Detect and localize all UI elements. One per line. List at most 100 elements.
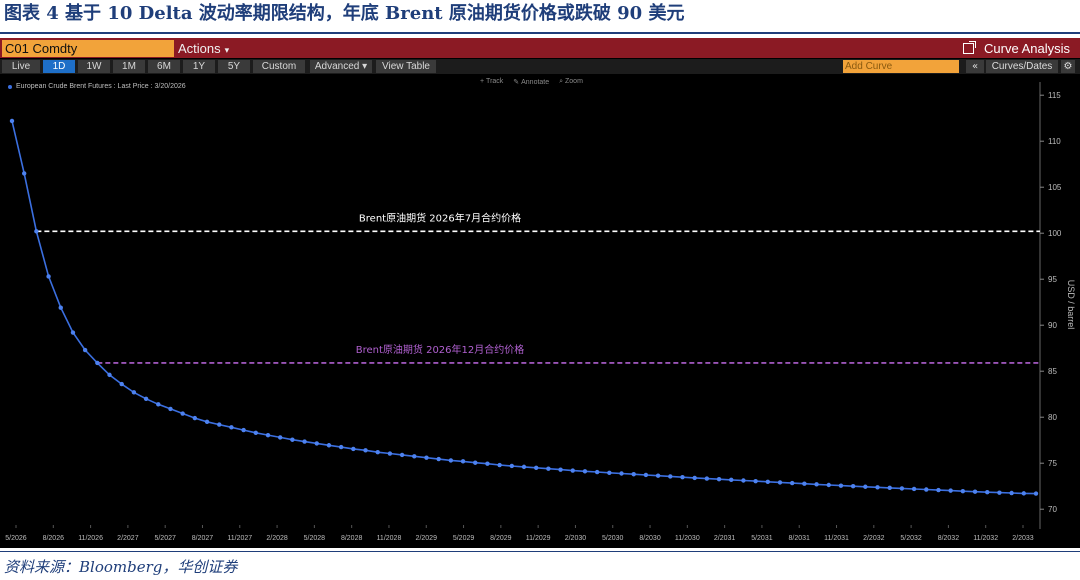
curve-point (826, 482, 831, 488)
curve-point (180, 411, 185, 416)
legend-label: European Crude Brent Futures : Last Pric… (16, 83, 186, 90)
curve-point (850, 484, 856, 489)
curve-point (95, 360, 100, 366)
curve-point (985, 489, 990, 495)
curve-point (521, 464, 527, 470)
x-tick-label: 8/2027 (192, 535, 214, 542)
curve-point (34, 229, 39, 234)
x-tick-label: 8/2028 (341, 535, 363, 542)
x-tick-label: 11/2028 (377, 535, 402, 542)
chevron-down-icon: ▾ (224, 45, 230, 55)
actions-label: Actions (178, 41, 221, 56)
advanced-menu[interactable]: Advanced ▾ (310, 60, 372, 73)
curve-point (290, 437, 295, 442)
tab-live[interactable]: Live (2, 60, 40, 73)
curve-point (326, 443, 332, 448)
curve-point (143, 396, 149, 401)
y-tick-label: 75 (1048, 459, 1057, 468)
curve-point (119, 381, 124, 387)
x-tick-label: 11/2030 (675, 535, 700, 542)
curve-point (716, 477, 722, 482)
curve-point (960, 488, 966, 494)
curve-point (107, 372, 112, 378)
range-tabs: Live 1D 1W 1M 6M 1Y 5Y Custom Advanced ▾… (0, 59, 1080, 74)
curve-point (338, 444, 344, 450)
x-tick-label: 2/2027 (117, 535, 139, 542)
curve-point (70, 330, 76, 335)
x-tick-label: 11/2031 (824, 535, 849, 542)
curve-point (570, 468, 575, 473)
export-icon[interactable] (963, 41, 977, 54)
x-tick-label: 11/2032 (973, 535, 998, 542)
curve-point (1009, 490, 1014, 496)
curve-point (777, 480, 783, 485)
curve-point (436, 456, 441, 462)
curve-point (704, 476, 710, 481)
curve-point (168, 406, 173, 412)
curve-point (277, 435, 283, 440)
legend-marker (8, 84, 12, 89)
view-table-button[interactable]: View Table (376, 60, 436, 73)
curve-analysis-title: Curve Analysis (963, 40, 1070, 57)
x-tick-label: 2/2029 (416, 535, 438, 542)
futures-curve-chart[interactable]: 70 75 80 85 90 95 100 105 110 115 USD / barrel 5/20… (0, 38, 1080, 548)
x-tick-label: 2/2030 (565, 535, 587, 542)
actions-menu[interactable]: Actions ▾ (178, 40, 229, 57)
curve-point (82, 347, 88, 353)
add-curve-input[interactable]: Add Curve (843, 60, 959, 73)
curve-point (814, 482, 819, 487)
curve-point (448, 458, 454, 463)
curve-point (997, 490, 1002, 495)
curve-point (802, 481, 807, 486)
curve-point (924, 487, 929, 492)
x-tick-label: 5/2028 (304, 535, 326, 542)
curve-point (875, 485, 880, 490)
curve-point (765, 479, 771, 484)
x-tick-label: 8/2030 (639, 535, 661, 542)
x-tick-label: 2/2031 (714, 535, 736, 542)
chart-legend: European Crude Brent Futures : Last Pric… (8, 83, 186, 90)
y-tick-label: 115 (1048, 91, 1061, 100)
annotate-tool[interactable]: ✎ Annotate (513, 79, 550, 86)
curve-point (729, 477, 734, 483)
curve-point (412, 454, 417, 459)
curve-point (863, 484, 868, 489)
gear-icon[interactable]: ⚙ (1061, 60, 1075, 73)
curve-point (156, 402, 161, 407)
curve-point (9, 118, 15, 124)
ticker-field[interactable]: C01 Comdty (2, 40, 174, 57)
tab-5y[interactable]: 5Y (218, 60, 250, 73)
curve-point (582, 469, 588, 474)
y-tick-label: 95 (1048, 275, 1057, 284)
curve-point (497, 462, 502, 468)
curve-point (594, 469, 600, 475)
track-label: Track (486, 78, 504, 85)
tab-1m[interactable]: 1M (113, 60, 145, 73)
tab-1w[interactable]: 1W (78, 60, 110, 73)
curve-point (387, 451, 393, 456)
curves-dates-button[interactable]: Curves/Dates (986, 60, 1058, 73)
curve-point (936, 487, 941, 493)
curve-point (375, 449, 380, 455)
figure-title: 图表 4 基于 10 Delta 波动率期限结构，年底 Brent 原油期货价格… (4, 3, 685, 24)
curve-point (473, 460, 478, 465)
curve-point (460, 459, 466, 464)
panel-title: Curve Analysis (984, 41, 1070, 56)
tab-1y[interactable]: 1Y (183, 60, 215, 73)
y-tick-label: 100 (1048, 229, 1062, 238)
curve-point (363, 448, 368, 453)
tab-6m[interactable]: 6M (148, 60, 180, 73)
y-tick-label: 90 (1048, 321, 1057, 330)
x-tick-label: 5/2029 (453, 535, 475, 542)
track-tool[interactable]: + Track (480, 78, 504, 85)
zoom-tool[interactable]: ⌕ Zoom (559, 78, 583, 85)
y-tick-label: 85 (1048, 367, 1057, 376)
curve-point (46, 274, 51, 279)
curve-point (241, 427, 246, 433)
curve-point (217, 422, 222, 427)
tab-custom[interactable]: Custom (253, 60, 305, 73)
double-left-arrow-icon[interactable]: « (966, 60, 984, 73)
brent-curve-line (11, 120, 1037, 495)
curve-point (887, 485, 892, 491)
tab-1d[interactable]: 1D (43, 60, 75, 73)
